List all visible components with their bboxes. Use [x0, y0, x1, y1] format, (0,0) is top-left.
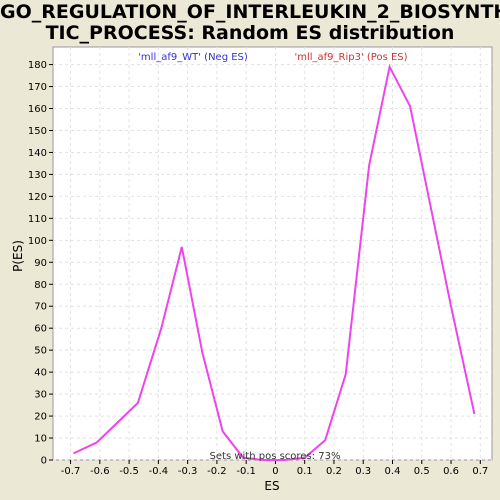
x-tick-label: -0.4 [149, 466, 169, 477]
y-tick-label: 150 [28, 126, 47, 137]
y-tick-label: 80 [34, 280, 47, 291]
x-tick-label: 0.7 [472, 466, 488, 477]
plot-area [52, 46, 493, 461]
x-tick-label: -0.1 [236, 466, 256, 477]
x-axis: -0.7 -0.6 -0.5 -0.4 -0.3 -0.2 -0.1 0 0.1 0.2 0.3 0.… [61, 460, 488, 477]
y-tick-label: 140 [28, 148, 47, 159]
chart-title: GO_REGULATION_OF_INTERLEUKIN_2_BIOSYNTHE… [0, 2, 500, 44]
y-tick-label: 100 [28, 236, 47, 247]
chart-title-line-2: TIC_PROCESS: Random ES distribution [45, 22, 455, 44]
y-tick-label: 110 [28, 214, 47, 225]
x-tick-label: 0.1 [297, 466, 313, 477]
pos-score-annotation: Sets with pos scores: 73% [210, 451, 341, 462]
x-tick-label: -0.6 [90, 466, 110, 477]
y-tick-label: 90 [34, 258, 47, 269]
x-tick-label: -0.2 [207, 466, 227, 477]
x-axis-label: ES [264, 479, 279, 493]
chart-title-line-1: GO_REGULATION_OF_INTERLEUKIN_2_BIOSYNTHE [0, 1, 500, 23]
y-tick-label: 0 [41, 456, 47, 467]
y-tick-label: 170 [28, 82, 47, 93]
y-tick-label: 10 [34, 434, 47, 445]
x-tick-label: 0.3 [355, 466, 371, 477]
grid-lines [53, 47, 492, 461]
x-tick-label: 0.4 [385, 466, 401, 477]
y-tick-label: 120 [28, 192, 47, 203]
y-tick-label: 180 [28, 60, 47, 71]
y-tick-label: 130 [28, 170, 47, 181]
es-distribution-line [73, 63, 476, 461]
x-tick-label: 0.6 [443, 466, 459, 477]
x-tick-label: -0.7 [61, 466, 81, 477]
x-tick-label: 0.5 [414, 466, 430, 477]
x-tick-label: -0.3 [178, 466, 198, 477]
y-axis-label: P(ES) [11, 240, 25, 272]
y-tick-label: 40 [34, 368, 47, 379]
x-tick-label: 0.2 [326, 466, 342, 477]
y-tick-label: 70 [34, 302, 47, 313]
y-tick-label: 20 [34, 412, 47, 423]
y-tick-label: 160 [28, 104, 47, 115]
y-tick-label: 60 [34, 324, 47, 335]
y-axis: 0 10 20 30 40 50 60 70 80 90 100 110 120 130 140 150 160… [28, 60, 53, 467]
y-tick-label: 30 [34, 390, 47, 401]
legend-pos-es: 'mll_af9_Rip3' (Pos ES) [294, 52, 407, 63]
x-tick-label: 0 [272, 466, 278, 477]
x-tick-label: -0.5 [119, 466, 139, 477]
legend-neg-es: 'mll_af9_WT' (Neg ES) [138, 52, 248, 63]
y-tick-label: 50 [34, 346, 47, 357]
